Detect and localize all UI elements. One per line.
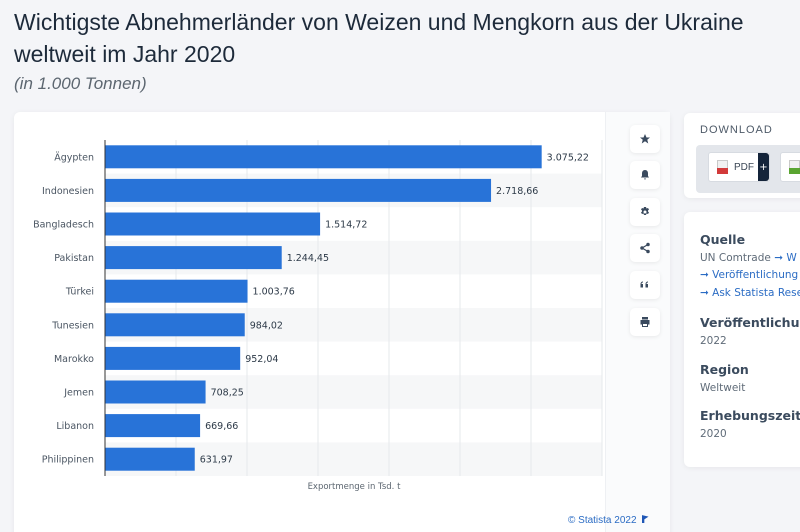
period-heading: Erhebungszeitra <box>700 408 800 423</box>
copyright-text: © Statista 2022 <box>568 515 637 526</box>
region-heading: Region <box>700 362 749 377</box>
pdf-plus-button[interactable]: + <box>758 153 769 181</box>
value-label: 1.244,45 <box>287 253 329 264</box>
category-label: Ägypten <box>54 152 94 163</box>
category-label: Indonesien <box>42 186 94 197</box>
copyright-link[interactable]: © Statista 2022 <box>568 515 649 526</box>
bar[interactable] <box>105 246 282 270</box>
bar[interactable] <box>105 279 248 303</box>
print-icon <box>640 317 650 327</box>
publication-link[interactable]: ➞ Veröffentlichung <box>700 269 799 281</box>
download-pdf-button[interactable]: PDF + <box>708 152 770 182</box>
source-heading: Quelle <box>700 232 746 247</box>
period-value: 2020 <box>700 428 727 440</box>
x-axis-title: Exportmenge in Tsd. t <box>308 482 402 492</box>
notification-button[interactable] <box>630 161 660 189</box>
category-label: Pakistan <box>54 253 94 264</box>
favorite-button[interactable] <box>630 125 660 153</box>
pdf-file-icon <box>717 160 728 174</box>
star-icon <box>640 134 650 144</box>
value-labels: 3.075,22 2.718,66 1.514,72 1.244,45 1.003,76… <box>200 152 589 465</box>
title-line-1: Wichtigste Abnehmerländer von Weizen und… <box>14 9 744 35</box>
category-label: Jemen <box>63 388 94 399</box>
page-title: Wichtigste Abnehmerländer von Weizen und… <box>14 6 800 70</box>
bar[interactable] <box>105 346 241 370</box>
value-label: 1.514,72 <box>325 220 367 231</box>
bar[interactable] <box>105 178 492 202</box>
category-label: Bangladesch <box>33 220 94 231</box>
download-title: DOWNLOAD <box>700 124 773 136</box>
source-name: UN Comtrade <box>700 252 771 264</box>
value-label: 1.003,76 <box>253 287 295 298</box>
bar[interactable] <box>105 145 542 169</box>
download-xls-button[interactable] <box>780 152 800 182</box>
category-label: Türkei <box>65 287 94 298</box>
value-label: 952,04 <box>245 354 278 365</box>
gear-icon <box>641 207 649 215</box>
page-subtitle: (in 1.000 Tonnen) <box>14 74 147 93</box>
share-button[interactable] <box>630 234 660 262</box>
value-label: 708,25 <box>211 388 244 399</box>
ask-statista-link[interactable]: ➞ Ask Statista Rese <box>700 287 800 299</box>
settings-button[interactable] <box>630 198 660 226</box>
flag-icon <box>641 515 649 523</box>
bar[interactable] <box>105 447 195 471</box>
bar[interactable] <box>105 212 321 236</box>
published-heading: Veröffentlichung <box>700 315 800 330</box>
category-labels: Ägypten Indonesien Bangladesch Pakistan Türk… <box>33 152 94 465</box>
category-label: Tunesien <box>51 320 94 331</box>
bars <box>105 145 542 471</box>
category-label: Marokko <box>54 354 94 365</box>
xls-file-icon <box>789 160 800 174</box>
value-label: 2.718,66 <box>496 186 538 197</box>
share-icon <box>640 242 650 254</box>
value-label: 669,66 <box>205 421 238 432</box>
print-button[interactable] <box>630 308 660 336</box>
value-label: 3.075,22 <box>547 152 589 163</box>
value-label: 984,02 <box>250 320 283 331</box>
source-link-1[interactable]: ➞ W <box>774 252 797 264</box>
value-label: 631,97 <box>200 455 233 466</box>
category-label: Libanon <box>56 421 94 432</box>
info-panel: Quelle UN Comtrade ➞ W ➞ Veröffentlichun… <box>684 212 800 467</box>
pdf-label: PDF <box>734 161 754 173</box>
bell-icon <box>641 170 649 180</box>
cite-button[interactable] <box>630 271 660 299</box>
source-value: UN Comtrade ➞ W <box>700 252 797 264</box>
bar[interactable] <box>105 380 206 404</box>
bar[interactable] <box>105 414 201 438</box>
quote-icon <box>640 281 648 288</box>
region-value: Weltweit <box>700 382 746 394</box>
published-value: 2022 <box>700 335 727 347</box>
bar[interactable] <box>105 313 245 337</box>
title-line-2: weltweit im Jahr 2020 <box>14 41 236 67</box>
category-label: Philippinen <box>42 455 94 466</box>
